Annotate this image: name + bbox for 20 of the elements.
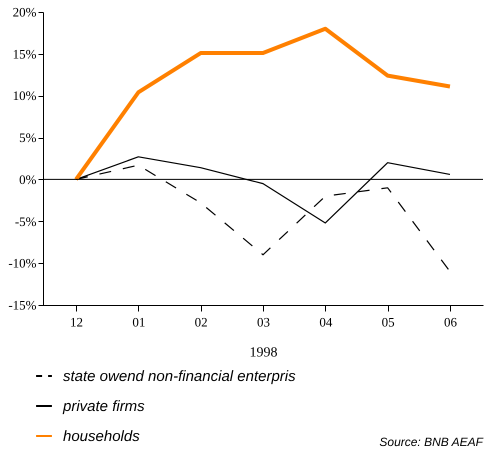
x-tick-label: 01 — [132, 314, 146, 330]
y-tick-label: 0% — [19, 172, 37, 187]
legend-label: state owend non-financial enterpris — [63, 368, 296, 385]
legend-label: private firms — [62, 398, 146, 415]
y-tick-label: 5% — [19, 130, 37, 146]
y-tick-label: -5% — [14, 214, 37, 229]
x-tick-label: 04 — [319, 314, 333, 330]
x-axis-title: 1998 — [250, 346, 278, 360]
y-tick-label: -15% — [8, 298, 37, 312]
x-tick-label: 05 — [382, 314, 395, 330]
y-tick-label: 15% — [12, 46, 37, 62]
x-tick-label: 03 — [257, 314, 270, 330]
y-tick-label: 10% — [12, 88, 37, 104]
y-tick-label: -10% — [8, 256, 37, 271]
y-tick-label: 20% — [12, 4, 37, 20]
source-note: Source: BNB AEAF — [379, 435, 484, 449]
x-tick-label: 12 — [70, 314, 84, 330]
x-tick-label: 06 — [444, 314, 458, 330]
legend-label: households — [63, 428, 140, 445]
x-tick-label: 02 — [194, 314, 208, 330]
